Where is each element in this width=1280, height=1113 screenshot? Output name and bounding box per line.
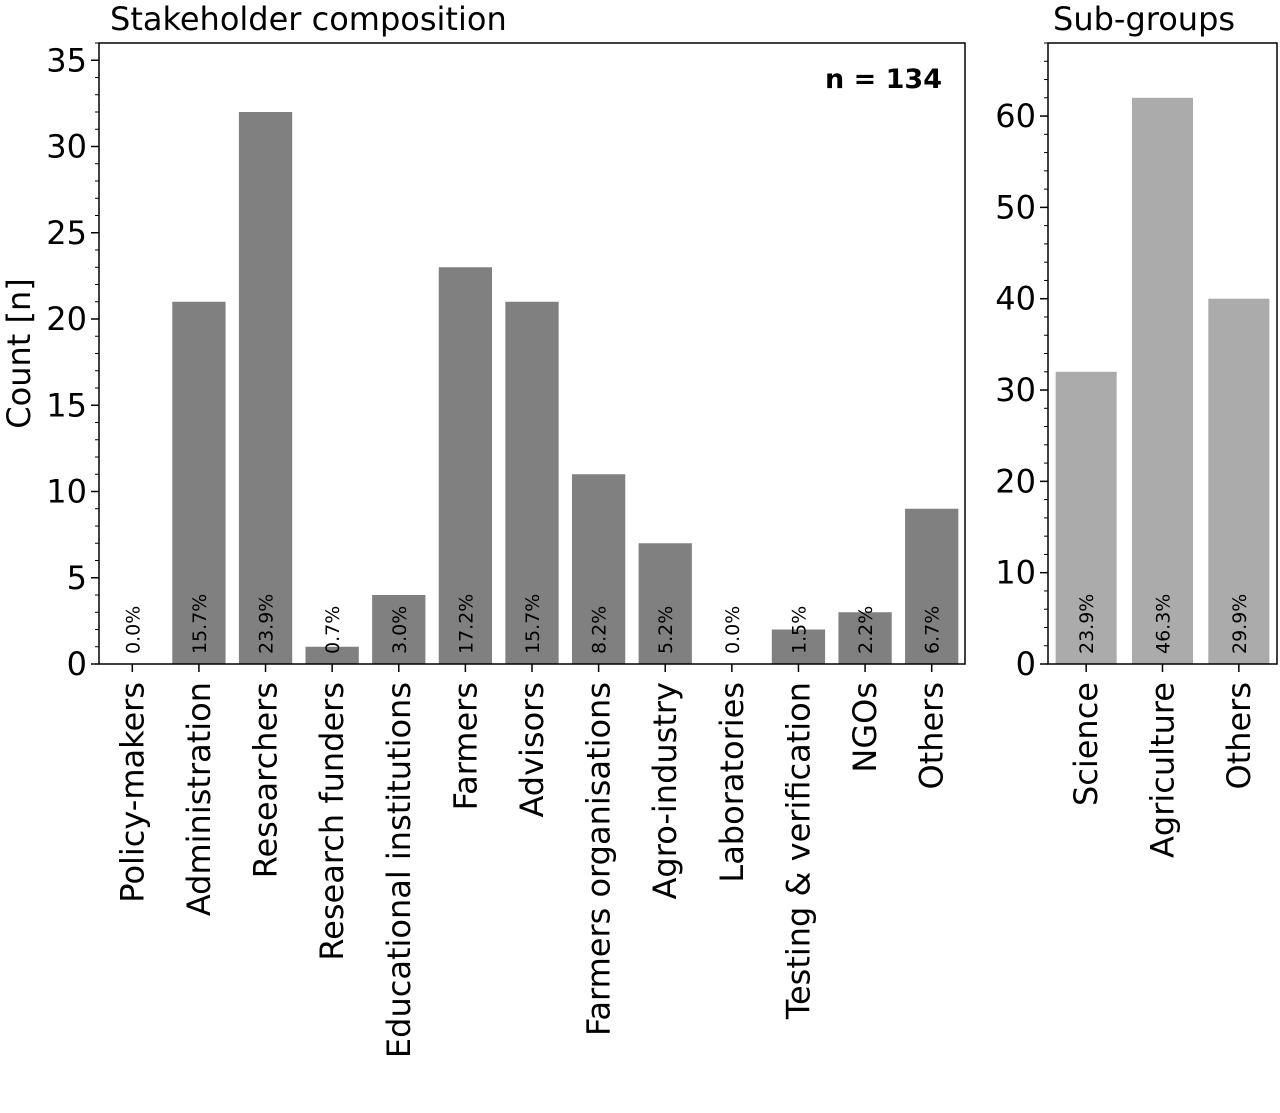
bar-science <box>1055 371 1117 664</box>
percent-label-others: 6.7% <box>922 606 944 654</box>
category-label-agro-industry: Agro-industry <box>646 682 684 899</box>
bar-testing-verification <box>771 629 826 664</box>
category-label-laboratories: Laboratories <box>713 682 751 883</box>
percent-label-farmers: 17.2% <box>455 594 477 654</box>
category-label-others: Others <box>913 682 951 790</box>
y-tick-label: 10 <box>995 554 1036 592</box>
percent-label-others: 29.9% <box>1229 594 1251 654</box>
y-tick-label: 35 <box>46 41 87 79</box>
y-axis-label: Count [n] <box>0 278 38 428</box>
percent-label-laboratories: 0.0% <box>722 606 744 654</box>
category-label-science: Science <box>1067 682 1105 806</box>
percent-label-science: 23.9% <box>1076 594 1098 654</box>
bar-agro-industry <box>638 543 692 664</box>
y-tick-label: 20 <box>46 300 87 338</box>
y-tick-label: 30 <box>46 128 87 166</box>
category-label-educational-institutions: Educational institutions <box>380 682 418 1058</box>
bar-agriculture <box>1131 97 1194 664</box>
percent-label-agro-industry: 5.2% <box>655 606 677 654</box>
y-tick-label: 50 <box>995 188 1036 226</box>
category-label-researchers: Researchers <box>247 682 285 878</box>
category-label-advisors: Advisors <box>513 682 551 818</box>
bar-others <box>1208 298 1270 664</box>
y-tick-label: 5 <box>67 559 87 597</box>
y-tick-label: 25 <box>46 214 87 252</box>
bar-ngos <box>838 612 892 664</box>
category-label-testing-verification: Testing & verification <box>779 682 817 1020</box>
category-label-administration: Administration <box>180 682 218 916</box>
bar-advisors <box>505 301 559 664</box>
y-tick-label: 60 <box>995 97 1036 135</box>
percent-label-research-funders: 0.7% <box>322 606 344 654</box>
category-label-others: Others <box>1220 682 1258 790</box>
category-label-agriculture: Agriculture <box>1144 682 1182 858</box>
category-label-research-funders: Research funders <box>313 682 351 961</box>
category-label-policy-makers: Policy-makers <box>113 682 151 903</box>
bar-farmers <box>438 267 493 664</box>
percent-label-administration: 15.7% <box>189 594 211 654</box>
y-tick-label: 30 <box>995 371 1036 409</box>
bar-administration <box>172 301 226 664</box>
percent-label-advisors: 15.7% <box>522 594 544 654</box>
percent-label-researchers: 23.9% <box>256 594 278 654</box>
y-tick-label: 10 <box>46 473 87 511</box>
percent-label-ngos: 2.2% <box>855 606 877 654</box>
bar-research-funders <box>305 646 359 664</box>
y-tick-label: 15 <box>46 386 87 424</box>
chart-title: Stakeholder composition <box>110 0 507 38</box>
category-label-farmers: Farmers <box>446 682 484 810</box>
percent-label-policy-makers: 0.0% <box>122 606 144 654</box>
bar-researchers <box>238 112 293 664</box>
plot-frame <box>1047 42 1278 665</box>
chart-title: Sub-groups <box>1053 0 1235 38</box>
plot-frame <box>98 42 966 665</box>
bar-farmers-organisations <box>571 474 626 664</box>
bar-educational-institutions <box>372 595 426 664</box>
sample-size-label: n = 134 <box>825 64 942 95</box>
y-tick-label: 40 <box>995 280 1036 318</box>
category-label-farmers-organisations: Farmers organisations <box>580 682 618 1036</box>
bar-others <box>905 508 959 664</box>
y-tick-label: 0 <box>1016 645 1036 683</box>
sub-groups-panel: Sub-groups 23.9% 46.3% 29.9% 0 10 20 30 40 50 60 Sc… <box>995 0 1278 858</box>
percent-label-testing-verification: 1.5% <box>788 606 810 654</box>
y-tick-label: 20 <box>995 462 1036 500</box>
percent-label-educational-institutions: 3.0% <box>389 606 411 654</box>
percent-label-farmers-organisations: 8.2% <box>589 606 611 654</box>
percent-label-agriculture: 46.3% <box>1153 594 1175 654</box>
y-tick-label: 0 <box>67 645 87 683</box>
category-label-ngos: NGOs <box>846 682 884 773</box>
stakeholder-composition-panel: Stakeholder composition Count [n] 0.0% 15.7… <box>0 0 966 1058</box>
